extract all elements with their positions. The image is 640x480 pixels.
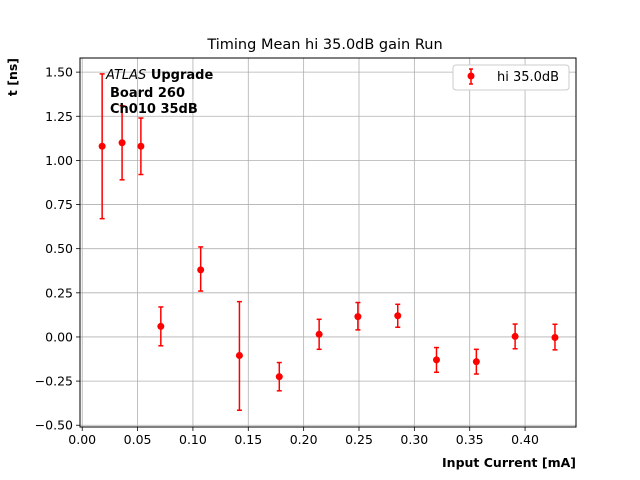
data-point <box>354 301 362 331</box>
channel-label: Ch010 35dB <box>110 102 198 117</box>
point-marker <box>118 139 126 147</box>
y-tick-label: 0.50 <box>45 241 73 256</box>
x-tick-label: 0.00 <box>68 432 96 447</box>
y-axis: 1.50 1.25 1.00 0.75 0.50 0.25 0.00 −0.25 −0.50 <box>35 65 80 433</box>
data-point <box>511 323 519 350</box>
board-label: Board 260 <box>110 86 185 101</box>
plot-area <box>80 58 576 427</box>
atlas-annotation: ATLAS Upgrade Board 260 Ch010 35dB <box>105 68 213 117</box>
data-point <box>551 323 559 351</box>
point-marker <box>235 351 243 359</box>
x-tick-label: 0.25 <box>345 432 373 447</box>
y-tick-label: −0.50 <box>35 418 73 433</box>
point-marker <box>433 356 440 364</box>
data-point <box>137 117 145 176</box>
point-marker <box>472 358 480 366</box>
point-marker <box>354 313 362 321</box>
svg-text:ATLAS Upgrade: ATLAS Upgrade <box>105 68 213 83</box>
point-marker <box>551 333 559 341</box>
legend-label: hi 35.0dB <box>497 70 559 85</box>
x-tick-label: 0.10 <box>179 432 207 447</box>
point-marker <box>511 332 519 340</box>
point-marker <box>137 142 145 150</box>
y-tick-label: 0.75 <box>45 197 73 212</box>
y-tick-label: 1.25 <box>45 109 73 124</box>
y-tick-label: 0.25 <box>45 285 73 300</box>
data-point <box>197 246 205 292</box>
x-tick-label: 0.40 <box>511 432 539 447</box>
x-axis: 0.00 0.05 0.10 0.15 0.20 0.25 0.30 0.35 0.40 <box>68 427 539 447</box>
x-axis-label: Input Current [mA] <box>442 455 576 470</box>
point-marker <box>275 373 283 381</box>
legend-marker <box>467 72 475 80</box>
point-marker <box>157 322 165 330</box>
data-point <box>235 300 243 411</box>
y-tick-label: 1.00 <box>45 153 73 168</box>
x-tick-label: 0.20 <box>290 432 318 447</box>
data-point <box>118 104 126 181</box>
y-axis-label: t [ns] <box>5 58 20 96</box>
point-marker <box>98 142 106 150</box>
x-tick-label: 0.35 <box>456 432 484 447</box>
y-tick-label: 1.50 <box>45 65 73 80</box>
x-tick-label: 0.30 <box>400 432 428 447</box>
atlas-label: ATLAS <box>105 68 146 83</box>
point-marker <box>197 266 205 274</box>
data-point <box>98 73 106 220</box>
data-point <box>315 318 323 351</box>
point-marker <box>394 312 402 320</box>
y-tick-label: −0.25 <box>35 374 73 389</box>
data-point <box>275 361 283 392</box>
data-point <box>394 303 402 328</box>
upgrade-label: Upgrade <box>151 68 214 83</box>
x-tick-label: 0.15 <box>234 432 262 447</box>
data-point <box>157 306 165 347</box>
data-point <box>472 348 480 375</box>
point-marker <box>315 330 323 338</box>
plot-frame <box>79 57 577 428</box>
y-tick-label: 0.00 <box>45 329 73 344</box>
data-point <box>433 346 440 374</box>
chart-title: Timing Mean hi 35.0dB gain Run <box>206 37 442 53</box>
data-series <box>98 73 559 411</box>
x-tick-label: 0.05 <box>124 432 152 447</box>
legend: hi 35.0dB <box>452 64 570 91</box>
legend-box <box>452 64 570 91</box>
